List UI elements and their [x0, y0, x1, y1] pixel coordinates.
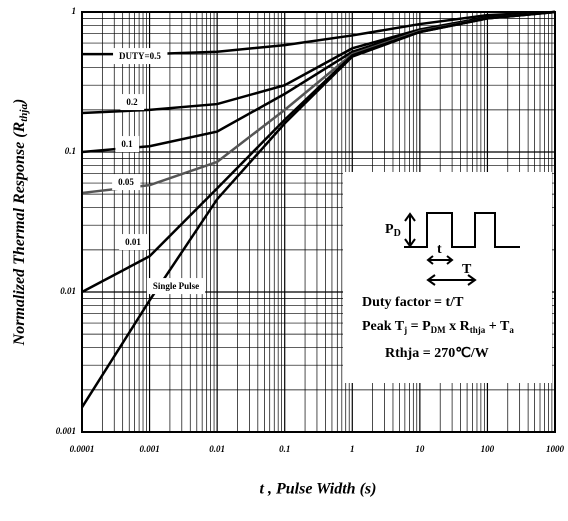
- subscript: j: [403, 325, 407, 335]
- plot-frame: [81, 11, 556, 433]
- x-tick-label: 0.0001: [70, 444, 95, 454]
- subscript: thja: [470, 325, 486, 335]
- x-tick-label: 10: [415, 444, 425, 454]
- series-label: 0.2: [126, 97, 138, 107]
- label-bg: [112, 174, 141, 191]
- t-label: t: [437, 242, 442, 257]
- pd-sub: D: [394, 228, 401, 239]
- series-label: 0.1: [121, 139, 133, 149]
- x-tick-label: 1000: [546, 444, 565, 454]
- curve-labels: DUTY=0.5 0.2 0.1 0.05 0.01 Single Pulse: [112, 48, 206, 295]
- x-tick-label: 0.001: [139, 444, 159, 454]
- label-bg: [119, 234, 148, 251]
- pd-arrow: [404, 212, 416, 248]
- series-label: DUTY=0.5: [119, 51, 161, 61]
- text-part: Normalized Thermal Response (R: [11, 121, 28, 346]
- y-tick-label: 0.1: [65, 146, 76, 156]
- x-axis-label: t , Pulse Width (s): [260, 481, 377, 498]
- series-label: Single Pulse: [153, 281, 199, 291]
- text-part: = P: [407, 319, 431, 334]
- text-part: ): [11, 99, 28, 106]
- x-tick-label: 0.1: [279, 444, 290, 454]
- t-arrow: [426, 255, 454, 265]
- text-part: Peak T: [362, 319, 405, 334]
- subscript: a: [509, 325, 514, 335]
- subscript: thja: [18, 104, 30, 122]
- inset-box: [343, 172, 552, 383]
- series-label: 0.01: [125, 237, 141, 247]
- label-bg: [120, 94, 145, 111]
- rthja-text: Rthja = 270℃/W: [385, 346, 489, 361]
- x-tick-label: 1: [350, 444, 355, 454]
- y-tick-label: 0.001: [56, 426, 76, 436]
- subscript: DM: [431, 325, 446, 335]
- series-label: 0.05: [118, 177, 134, 187]
- label-bg: [146, 278, 206, 295]
- x-tick-label: 0.01: [209, 444, 225, 454]
- pulse-diagram: [404, 212, 520, 286]
- y-tick-label: 1: [72, 6, 77, 16]
- label-bg: [115, 136, 140, 153]
- y-tick-label: 0.01: [60, 286, 76, 296]
- label-bg: [113, 48, 168, 65]
- y-axis-label: Normalized Thermal Response (Rthja): [11, 99, 30, 347]
- text-part: x R: [446, 319, 471, 334]
- pd-label: PD: [385, 222, 401, 239]
- peak-text: Peak Tj = PDM x Rthja + Ta: [362, 319, 514, 335]
- text-part: + T: [485, 319, 510, 334]
- x-tick-label: 100: [481, 444, 495, 454]
- pd-main: P: [385, 222, 394, 237]
- duty-text: Duty factor = t/T: [362, 295, 464, 310]
- T-label: T: [462, 262, 472, 277]
- pulse-wave: [404, 212, 520, 248]
- T-arrow: [426, 274, 477, 286]
